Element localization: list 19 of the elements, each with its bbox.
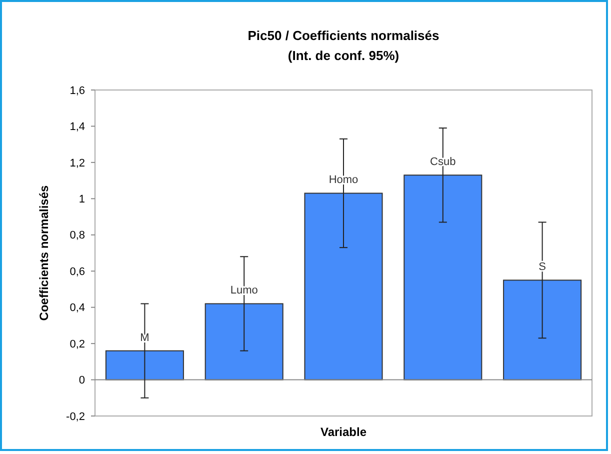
chart-subtitle: (Int. de conf. 95%) (288, 48, 400, 63)
y-tick-label: 1 (78, 194, 85, 206)
bar (404, 174, 482, 380)
bar (105, 350, 184, 380)
y-tick-label: 0 (78, 374, 85, 387)
y-tick-label: 0,6 (70, 266, 85, 278)
y-tick-label: 0,8 (70, 230, 85, 242)
chart-title: Pic50 / Coefficients normalisés (248, 28, 440, 43)
bar (204, 303, 284, 380)
bar (503, 280, 582, 380)
y-tick-label: 1,4 (70, 121, 85, 134)
y-tick-label: -0,2 (66, 410, 85, 423)
y-tick-label: 1,2 (70, 157, 85, 170)
bar (304, 192, 383, 380)
x-axis-title: Variable (320, 425, 367, 439)
y-axis-title: Coefficients normalisés (37, 184, 51, 321)
y-tick-label: 1,6 (70, 84, 85, 97)
y-tick-label: 0,4 (70, 302, 85, 314)
y-tick-label: 0,2 (70, 338, 85, 350)
